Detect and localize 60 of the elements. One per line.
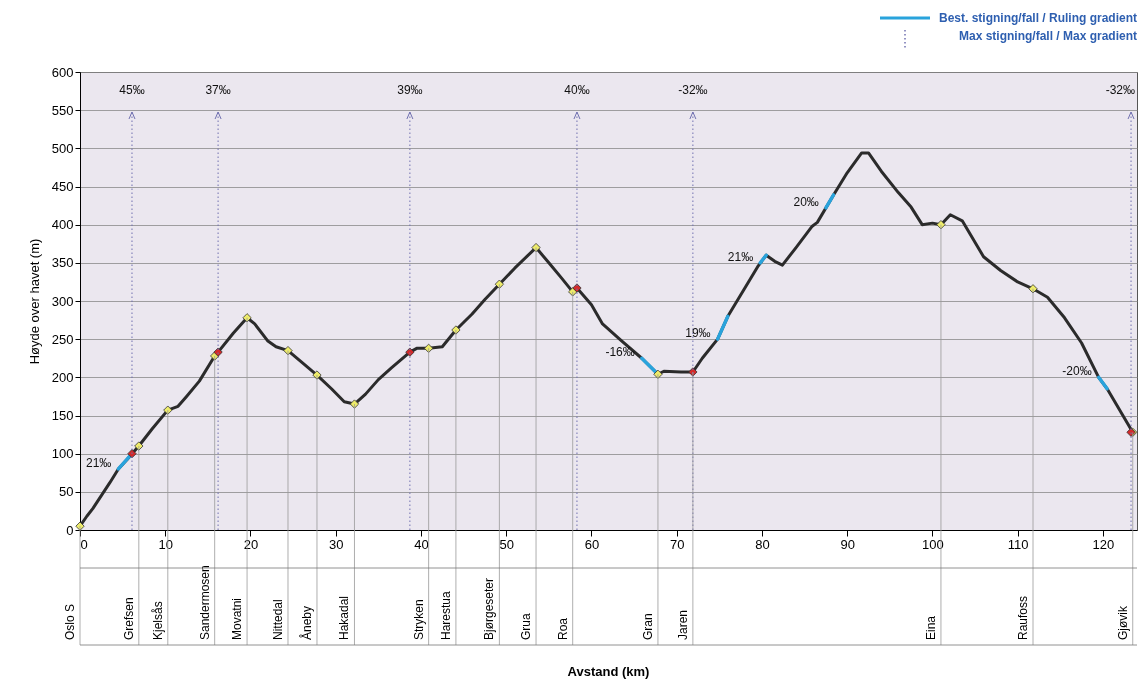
- annotation: Grefsen: [121, 597, 136, 640]
- y-tick-label: 500: [51, 140, 74, 156]
- y-tick-label: 300: [51, 293, 74, 309]
- annotation: Åneby: [298, 605, 314, 640]
- x-tick-label: 80: [755, 536, 770, 552]
- annotation: Grua: [519, 613, 534, 640]
- y-axis-title: Høyde over havet (m): [26, 238, 42, 365]
- ref-line-label: -32‰: [678, 83, 708, 97]
- ref-line-label: 39‰: [397, 83, 423, 97]
- y-tick-label: 550: [51, 102, 74, 118]
- annotation: Gjøvik: [1115, 605, 1130, 640]
- annotation: Hakadal: [337, 595, 352, 640]
- x-tick-label: 50: [499, 536, 514, 552]
- annotation: Stryken: [411, 599, 426, 640]
- x-tick-label: 40: [414, 536, 429, 552]
- annotation: -20‰: [1062, 364, 1092, 379]
- y-tick-label: 150: [51, 408, 74, 423]
- ref-line-label: -32‰: [1105, 83, 1136, 97]
- legend-label: Best. stigning/fall / Ruling gradient: [938, 11, 1137, 25]
- annotation: -16‰: [605, 345, 635, 360]
- annotation: Gran: [640, 613, 655, 640]
- ref-line-label: 40‰: [564, 83, 590, 97]
- annotation: 21‰: [727, 249, 754, 264]
- y-tick-label: 400: [51, 217, 74, 233]
- annotation: 21‰: [86, 455, 112, 470]
- annotation: Movatni: [230, 597, 245, 640]
- y-tick-label: 250: [51, 331, 74, 347]
- x-tick-label: 0: [80, 536, 88, 552]
- annotation: Oslo S: [63, 603, 77, 640]
- y-tick-label: 200: [51, 369, 74, 385]
- annotation: Nittedal: [270, 599, 285, 640]
- annotation: Roa: [555, 617, 570, 640]
- x-tick-label: 90: [840, 536, 855, 552]
- annotation: 19‰: [685, 326, 711, 341]
- annotation: Bjørgeseter: [482, 577, 497, 640]
- y-tick-label: 100: [51, 446, 74, 462]
- text: Max stigning/fall / Max gradient: [958, 29, 1137, 43]
- annotation: Jaren: [675, 609, 690, 640]
- text: Avstand (km): [567, 664, 650, 679]
- x-tick-label: 100: [922, 536, 944, 552]
- y-tick-label: 0: [66, 522, 74, 538]
- y-tick-label: 50: [59, 484, 74, 500]
- ref-line-label: 45‰: [119, 83, 145, 97]
- annotation: Raufoss: [1016, 595, 1030, 640]
- annotation: Eina: [923, 615, 938, 640]
- annotation: Sandermosen: [197, 565, 212, 640]
- x-tick-label: 60: [584, 536, 600, 552]
- x-tick-label: 30: [328, 536, 344, 552]
- x-tick-label: 70: [669, 536, 685, 552]
- y-tick-label: 350: [51, 255, 74, 271]
- annotation: Harestua: [438, 590, 453, 640]
- x-tick-label: 10: [158, 536, 173, 552]
- annotation: 20‰: [793, 194, 819, 209]
- y-tick-label: 600: [51, 64, 74, 80]
- x-tick-label: 120: [1092, 536, 1115, 552]
- x-tick-label: 110: [1007, 536, 1029, 552]
- annotation: Kjelsås: [150, 601, 165, 640]
- y-tick-label: 450: [51, 179, 74, 194]
- x-tick-label: 20: [243, 536, 259, 552]
- ref-line-label: 37‰: [205, 83, 231, 97]
